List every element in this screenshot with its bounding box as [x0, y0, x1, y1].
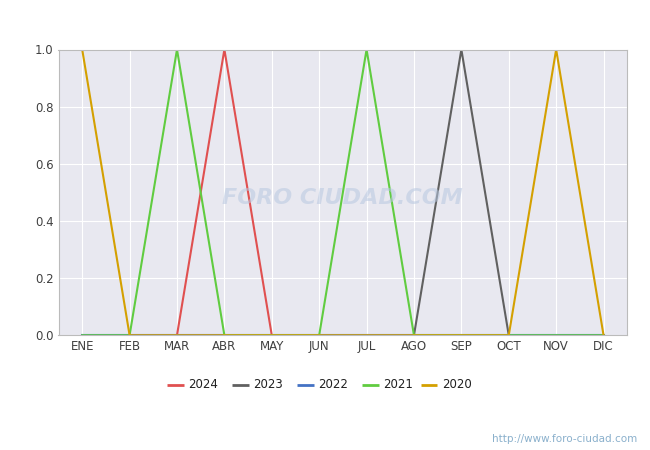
Text: 2021: 2021	[384, 378, 413, 391]
Text: 2022: 2022	[318, 378, 348, 391]
Text: 2024: 2024	[188, 378, 218, 391]
Text: http://www.foro-ciudad.com: http://www.foro-ciudad.com	[492, 434, 637, 444]
Text: 2020: 2020	[442, 378, 472, 391]
Text: 2023: 2023	[254, 378, 283, 391]
Text: FORO CIUDAD.COM: FORO CIUDAD.COM	[222, 188, 463, 208]
Text: Matriculaciones de Vehiculos en Gallegos de Argañán: Matriculaciones de Vehiculos en Gallegos…	[110, 16, 540, 32]
